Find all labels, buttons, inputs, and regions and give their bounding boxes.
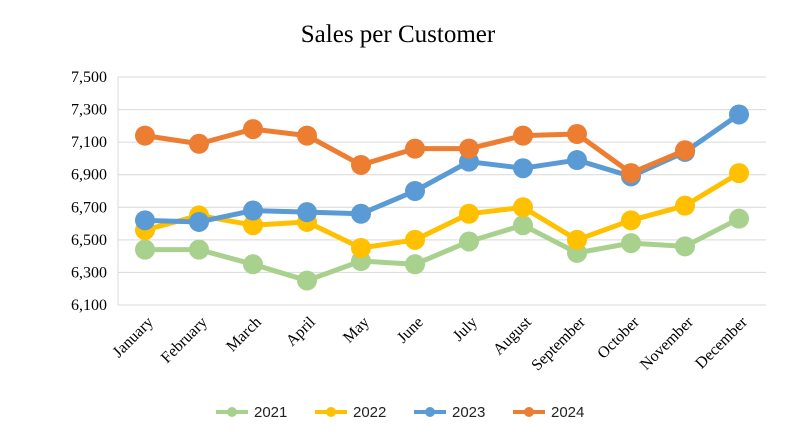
legend-swatch-marker [326,407,336,417]
x-tick-label: April [283,313,319,349]
data-point [189,239,209,260]
data-point [675,195,695,216]
data-point [405,181,425,201]
data-point [135,210,155,231]
data-point [189,211,209,232]
legend-swatch-marker [425,407,435,417]
series-2021 [135,208,749,291]
y-tick-label: 6,500 [71,232,107,249]
legend-label: 2024 [551,404,584,421]
data-point [675,236,695,257]
legend-label: 2021 [254,404,287,421]
data-point [621,163,641,184]
legend-item: 2022 [315,404,386,421]
series-2024 [135,119,695,184]
y-tick-label: 7,100 [71,134,107,151]
data-point [405,138,425,159]
data-point [405,254,425,275]
data-point [405,229,425,250]
legend-item: 2023 [414,404,485,421]
legend-label: 2023 [452,404,485,421]
x-tick-label: November [637,313,697,373]
series-line [142,170,742,251]
legend-item: 2021 [216,404,287,421]
data-point [459,203,479,224]
x-tick-label: October [594,313,643,362]
data-point [675,140,695,161]
x-tick-label: August [490,313,535,358]
legend-swatch-marker [227,407,237,417]
data-point [135,125,155,146]
data-point [243,215,263,236]
y-tick-label: 7,500 [71,69,107,86]
x-tick-label: May [340,314,373,347]
data-point [621,233,641,254]
legend: 2021 2022 2023 2024 [216,404,584,421]
data-point [135,239,155,260]
data-point [621,210,641,231]
legend-label: 2022 [353,404,386,421]
series-lines [135,104,749,291]
data-point [567,229,587,250]
data-point [243,200,263,221]
data-point [567,124,587,144]
x-tick-label: July [450,314,481,345]
y-tick-label: 6,300 [71,264,107,281]
data-point [567,150,587,171]
data-point [513,215,533,236]
data-point [459,231,479,252]
y-tick-label: 6,100 [71,297,107,314]
data-point [729,104,749,125]
data-point [351,154,371,175]
data-point [297,125,317,146]
data-point [729,163,749,184]
data-point [513,158,533,179]
x-tick-label: February [158,314,211,367]
series-line [142,111,742,225]
y-tick-label: 7,300 [71,102,107,119]
x-tick-label: September [528,313,589,374]
data-point [513,197,533,218]
data-point [243,254,263,275]
data-point [297,202,317,223]
legend-item: 2024 [513,404,584,421]
y-tick-label: 6,900 [71,167,107,184]
chart-title: Sales per Customer [301,21,496,48]
gridlines [117,76,766,306]
x-tick-label: January [110,314,157,361]
data-point [297,270,317,291]
data-point [351,203,371,224]
x-tick-label: June [394,314,427,347]
legend-swatch-marker [524,407,534,417]
y-tick-label: 6,700 [71,199,107,216]
data-point [243,119,263,140]
data-point [189,133,209,154]
data-point [729,208,749,229]
data-point [513,125,533,146]
data-point [459,138,479,159]
x-tick-label: December [692,313,751,372]
x-tick-label: March [223,314,265,356]
data-point [351,238,371,258]
